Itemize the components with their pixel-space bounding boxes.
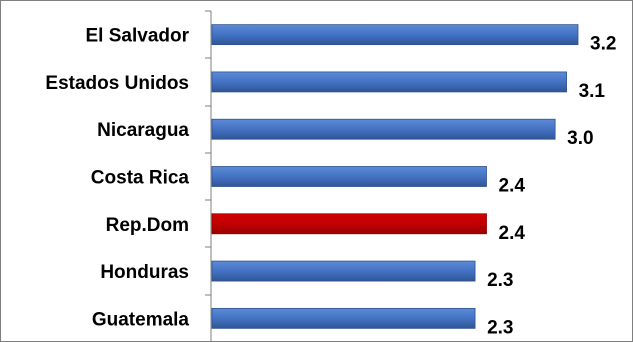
bar-honduras <box>211 260 476 282</box>
category-label: El Salvador <box>86 26 190 47</box>
value-label: 2.3 <box>487 317 513 338</box>
value-label: 2.4 <box>499 223 526 244</box>
value-label: 2.3 <box>487 270 513 291</box>
category-label: Estados Unidos <box>45 73 189 94</box>
category-label: Costa Rica <box>91 168 190 189</box>
bar-el-salvador <box>211 24 579 46</box>
bar-costa-rica <box>211 166 487 187</box>
value-label: 3.2 <box>590 34 616 55</box>
bar-estados-unidos <box>211 71 567 93</box>
category-label: Guatemala <box>92 309 190 330</box>
category-label: Rep.Dom <box>106 215 189 236</box>
value-label: 3.0 <box>567 128 593 149</box>
bar-rep-dom <box>211 213 487 235</box>
value-label: 2.4 <box>499 176 526 197</box>
category-label: Honduras <box>100 262 189 283</box>
bar-nicaragua <box>211 118 556 140</box>
category-label: Nicaragua <box>97 120 189 141</box>
value-label: 3.1 <box>579 81 606 102</box>
bar-guatemala <box>211 307 476 329</box>
